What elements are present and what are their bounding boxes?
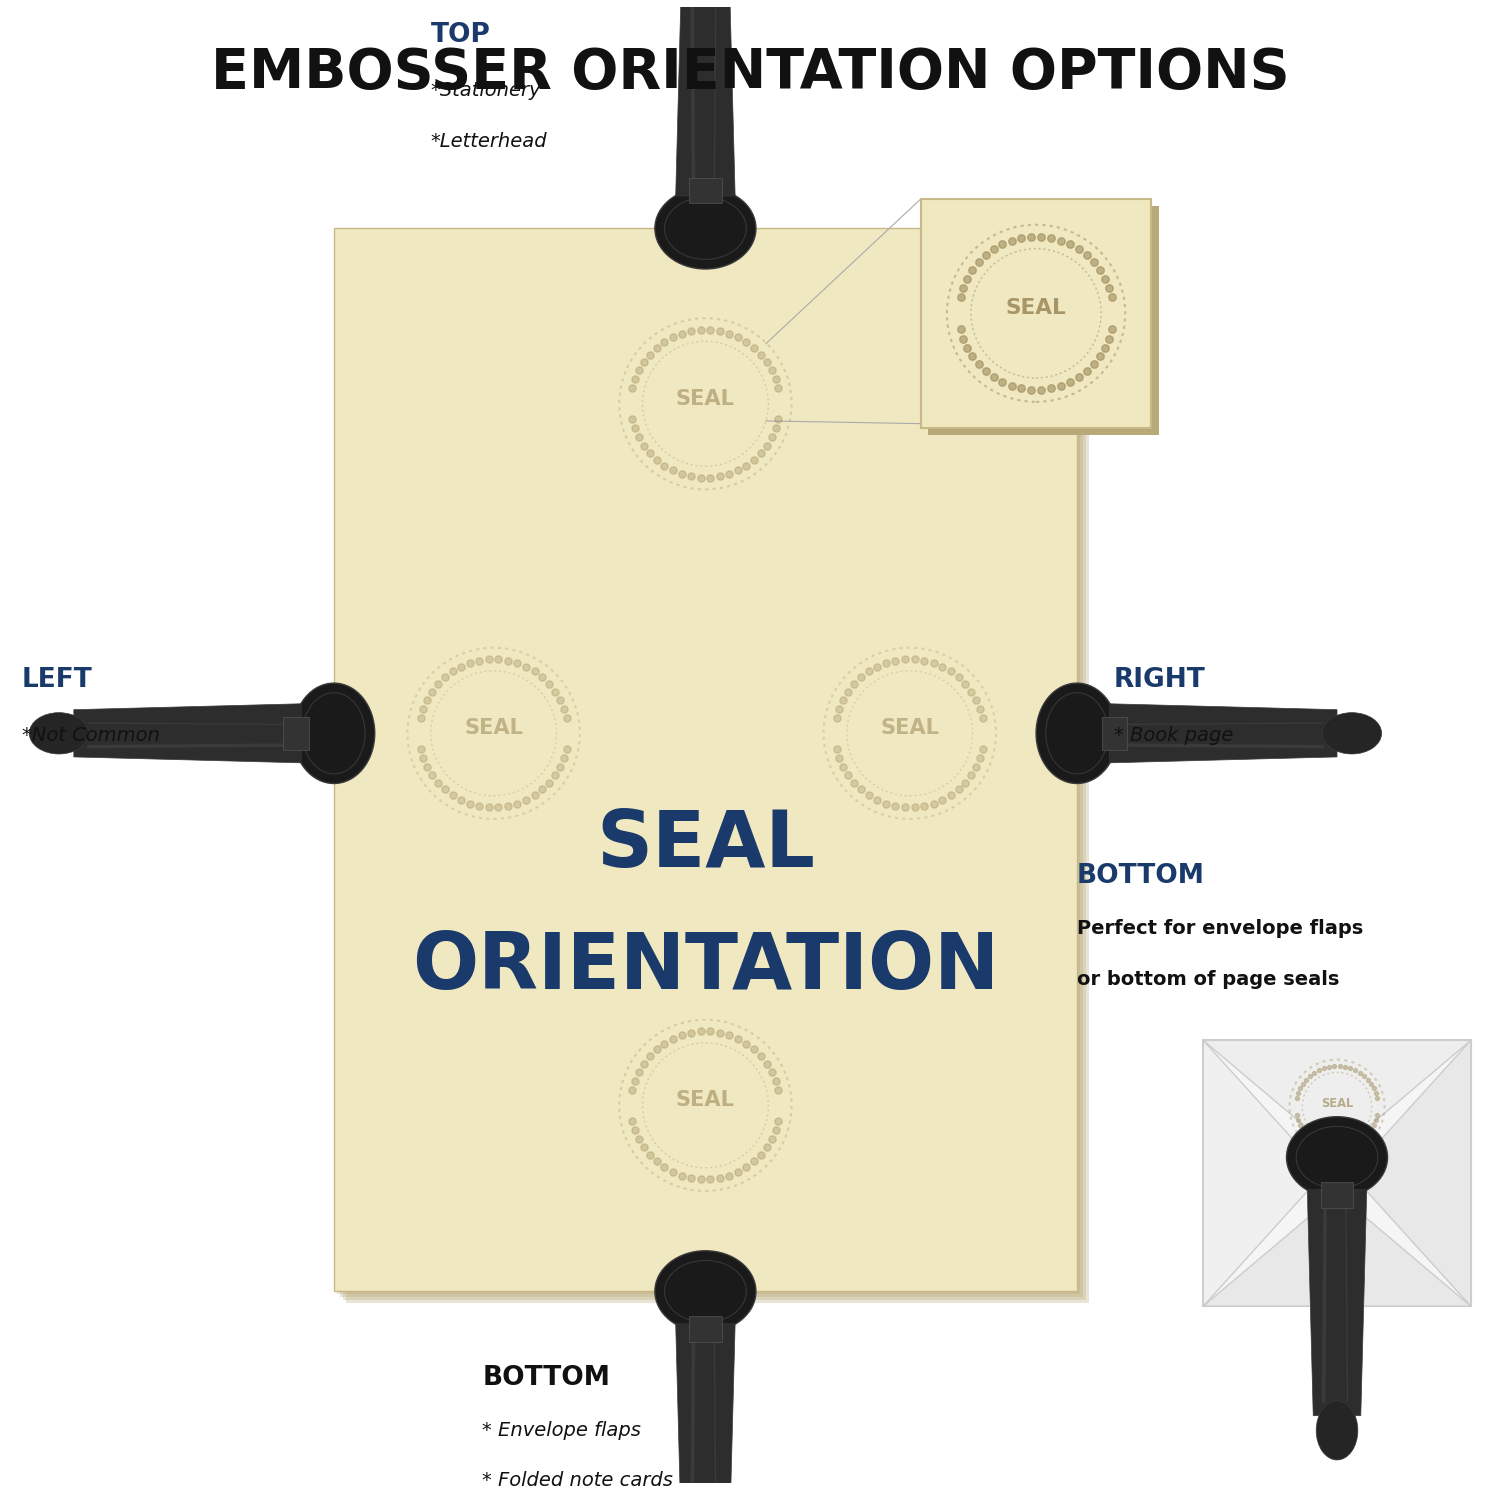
FancyBboxPatch shape [338, 231, 1080, 1294]
Text: SEAL: SEAL [1322, 1098, 1353, 1110]
Text: SEAL: SEAL [596, 807, 814, 883]
Text: SEAL: SEAL [676, 388, 735, 408]
Text: *Not Common: *Not Common [22, 726, 159, 746]
Text: SEAL: SEAL [676, 1090, 735, 1110]
Text: Perfect for envelope flaps: Perfect for envelope flaps [1077, 920, 1364, 939]
Text: RIGHT: RIGHT [1114, 668, 1206, 693]
Polygon shape [675, 0, 735, 196]
FancyBboxPatch shape [284, 717, 309, 750]
Polygon shape [1203, 1041, 1472, 1154]
FancyBboxPatch shape [928, 207, 1158, 435]
Polygon shape [675, 1324, 735, 1500]
Text: EMBOSSER ORIENTATION OPTIONS: EMBOSSER ORIENTATION OPTIONS [210, 46, 1290, 100]
Text: BOTTOM: BOTTOM [1077, 862, 1204, 889]
Polygon shape [1203, 1041, 1323, 1306]
Text: SEAL: SEAL [880, 718, 939, 738]
Ellipse shape [1322, 712, 1382, 754]
FancyBboxPatch shape [688, 178, 722, 204]
Text: * Envelope flaps: * Envelope flaps [483, 1422, 642, 1440]
Ellipse shape [1287, 1116, 1388, 1198]
Ellipse shape [28, 712, 88, 754]
Ellipse shape [1036, 682, 1118, 783]
Text: * Book page: * Book page [1114, 726, 1233, 746]
Polygon shape [74, 704, 302, 764]
Text: SEAL: SEAL [464, 718, 524, 738]
Text: *Letterhead: *Letterhead [430, 132, 548, 152]
FancyBboxPatch shape [346, 240, 1089, 1304]
FancyBboxPatch shape [1320, 1182, 1353, 1208]
Ellipse shape [292, 682, 375, 783]
Text: * Folded note cards: * Folded note cards [483, 1472, 674, 1491]
Ellipse shape [656, 188, 756, 268]
Polygon shape [1110, 704, 1336, 764]
FancyBboxPatch shape [1102, 717, 1128, 750]
FancyBboxPatch shape [688, 1317, 722, 1341]
FancyBboxPatch shape [921, 200, 1152, 427]
Text: SEAL: SEAL [1005, 298, 1066, 318]
Polygon shape [1350, 1041, 1472, 1306]
Text: ORIENTATION: ORIENTATION [413, 928, 999, 1005]
Ellipse shape [656, 1251, 756, 1332]
FancyBboxPatch shape [334, 228, 1077, 1292]
Text: BOTTOM: BOTTOM [483, 1365, 610, 1390]
Text: TOP: TOP [430, 21, 490, 48]
Text: *Stationery: *Stationery [430, 81, 542, 100]
FancyBboxPatch shape [340, 234, 1083, 1298]
FancyBboxPatch shape [344, 237, 1086, 1300]
Polygon shape [1308, 1190, 1366, 1416]
Text: LEFT: LEFT [22, 668, 93, 693]
Polygon shape [1203, 1192, 1472, 1306]
Ellipse shape [1316, 1401, 1358, 1460]
Text: or bottom of page seals: or bottom of page seals [1077, 969, 1340, 988]
FancyBboxPatch shape [1203, 1041, 1472, 1306]
